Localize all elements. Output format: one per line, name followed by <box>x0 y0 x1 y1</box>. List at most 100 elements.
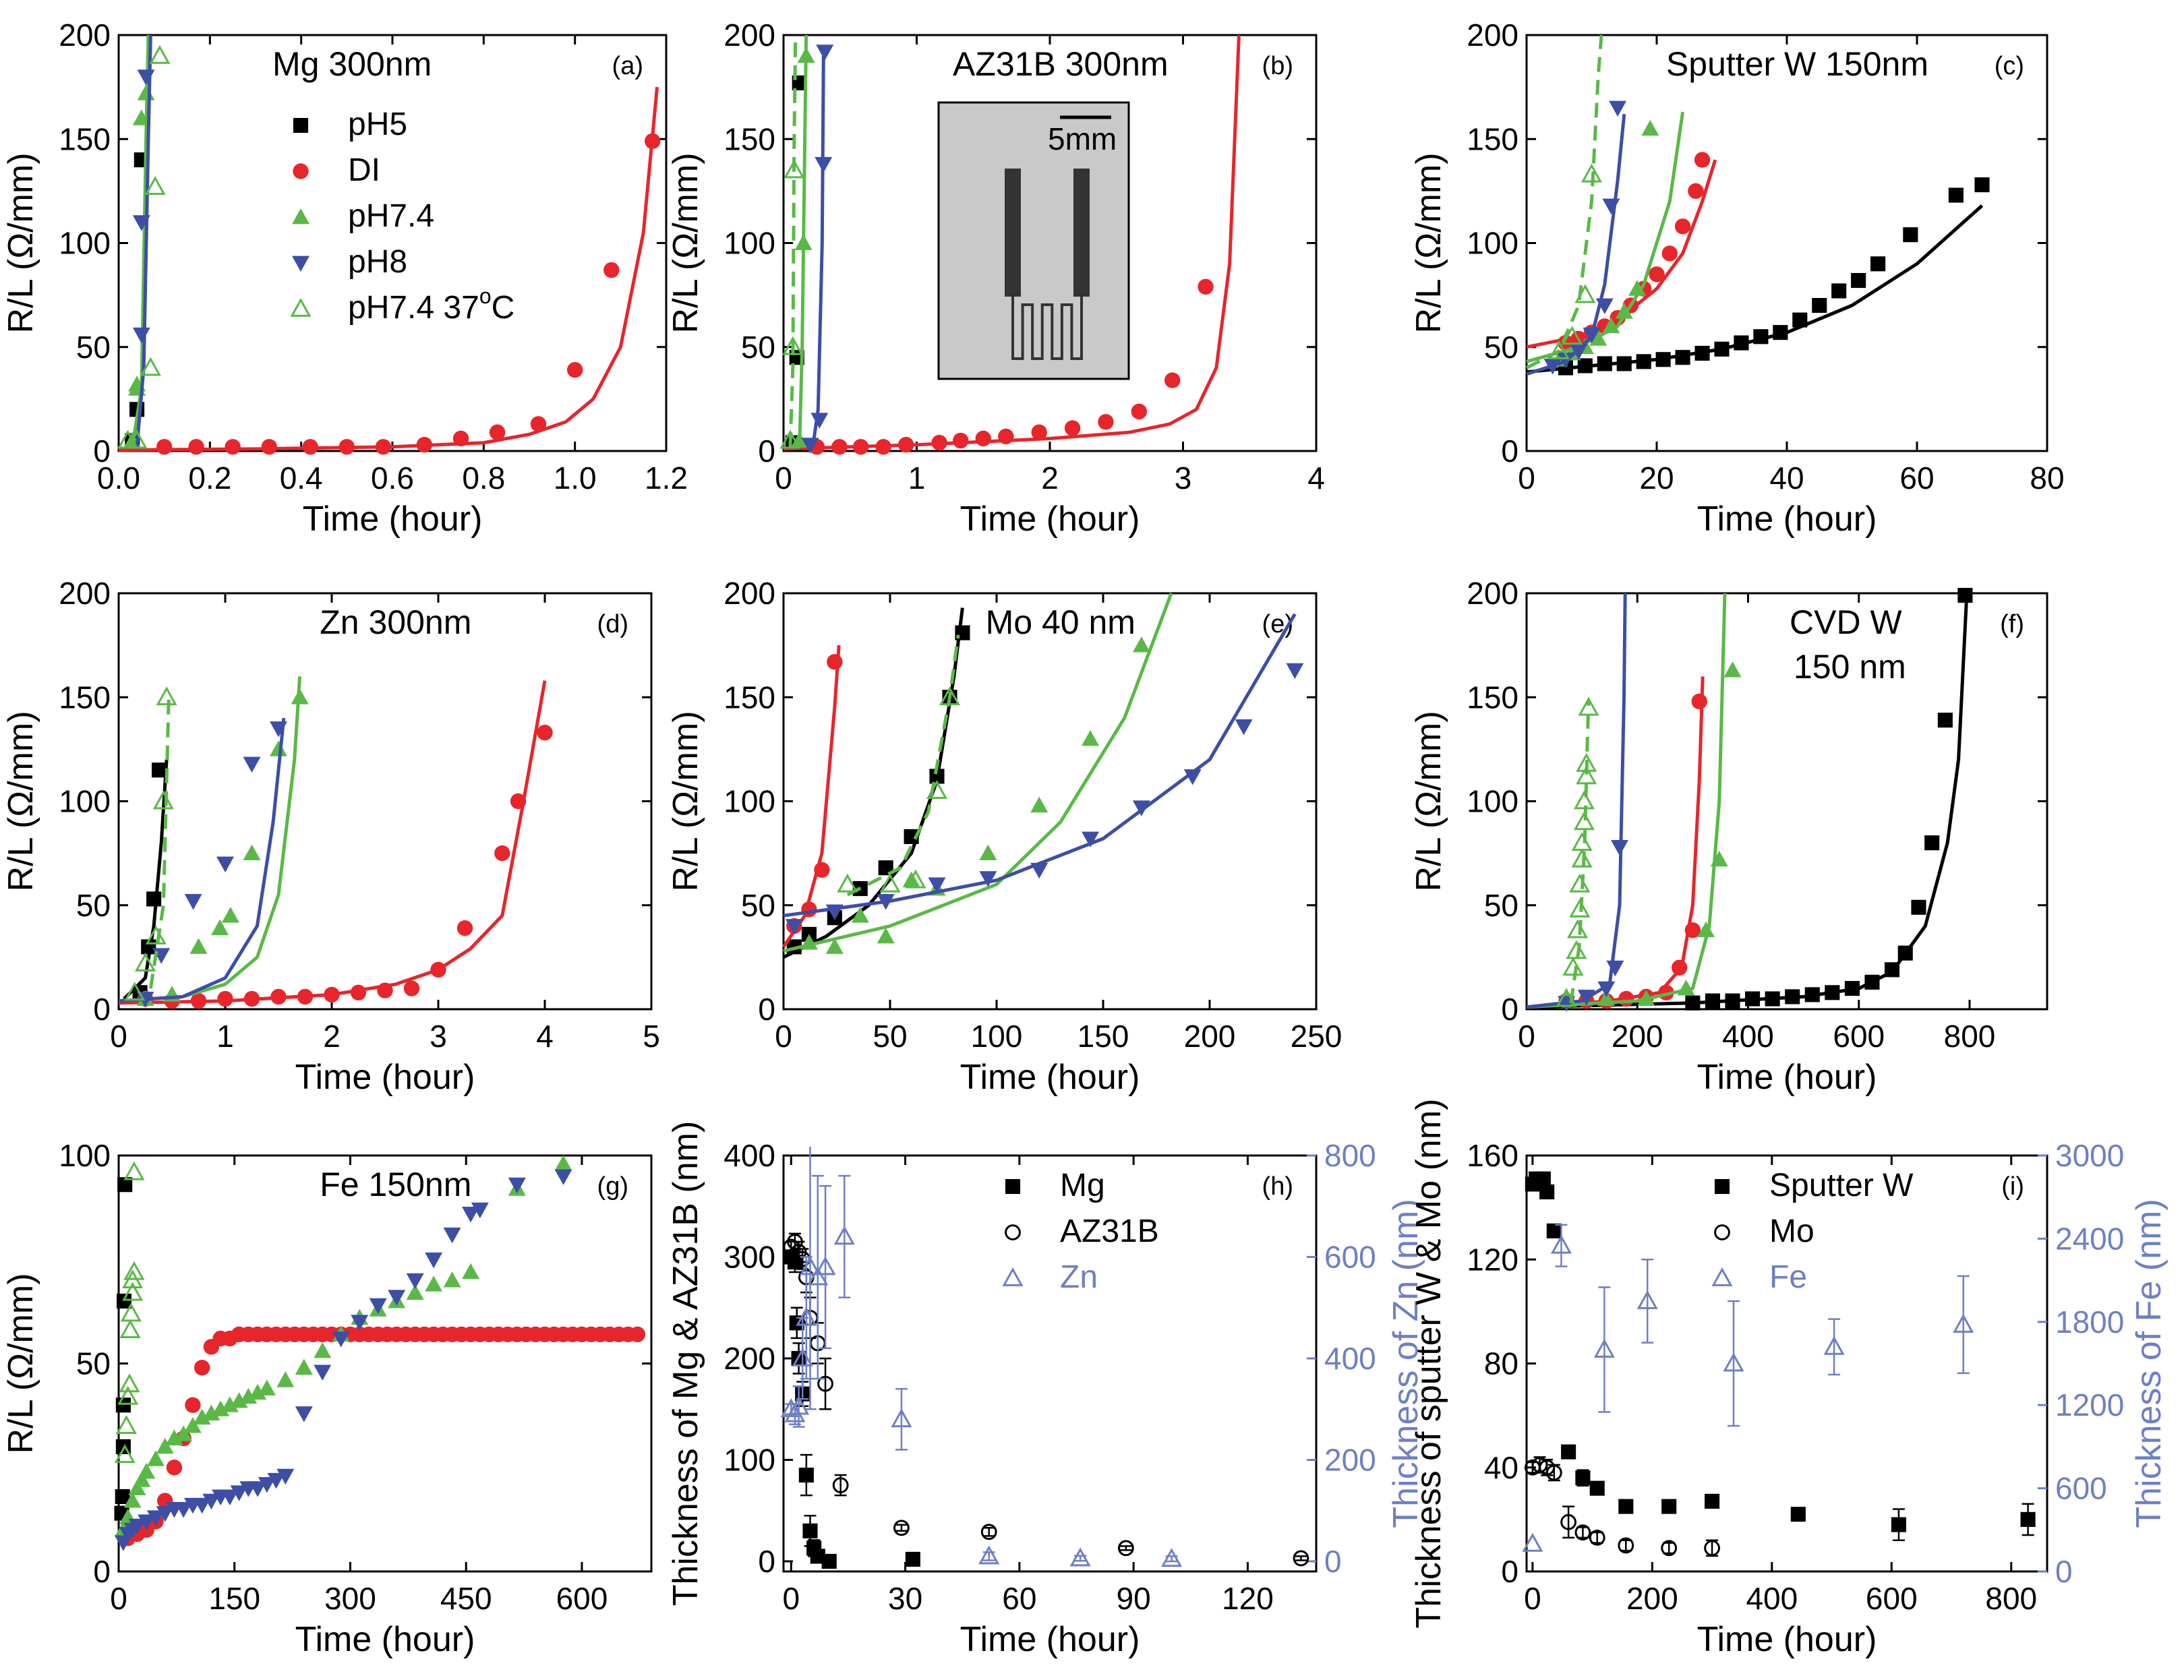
data-point <box>1710 850 1728 867</box>
data-point <box>243 990 260 1007</box>
serpentine-trace <box>1011 297 1083 360</box>
data-point <box>797 47 815 63</box>
data-point <box>801 438 819 454</box>
x-tick-label: 1 <box>908 460 926 496</box>
data-point <box>1082 729 1100 746</box>
series-ph7-4-37c <box>837 634 961 897</box>
x-tick-label: 20 <box>1639 460 1674 496</box>
data-point <box>1723 661 1742 678</box>
data-point <box>980 1524 997 1540</box>
y-tick-label: 50 <box>76 1346 111 1381</box>
data-point <box>115 1398 131 1413</box>
data-point <box>145 925 167 944</box>
data-point <box>1705 993 1720 1009</box>
data-point <box>144 176 166 196</box>
data-point <box>796 1307 817 1326</box>
data-point <box>1823 1336 1845 1355</box>
legend-label-main: pH5 <box>348 107 407 142</box>
data-point <box>833 1226 855 1245</box>
data-point <box>905 1551 920 1567</box>
series-az31b <box>783 1232 1309 1567</box>
y2-tick-label: 600 <box>2055 1471 2107 1506</box>
data-point <box>1593 1338 1615 1358</box>
y-tick-label: 0 <box>93 433 111 469</box>
data-point <box>456 920 473 936</box>
fit-curve <box>148 697 171 989</box>
data-point <box>1688 183 1704 200</box>
x-tick-label: 0 <box>110 1019 127 1054</box>
data-point <box>119 1373 140 1393</box>
data-point <box>1589 330 1607 346</box>
y-tick-label: 200 <box>1467 576 1518 611</box>
data-point <box>1674 218 1691 235</box>
panel-e: 0 50 100 150 200 250 0 50 100 150 200 Time (hour) R/… <box>666 576 1342 1097</box>
data-point <box>1685 995 1701 1011</box>
legend-item: Sputter W <box>1714 1168 1914 1203</box>
data-point <box>132 109 150 125</box>
data-point <box>276 1468 295 1485</box>
data-point <box>821 1553 837 1569</box>
legend-label: pH8 <box>348 244 407 280</box>
data-point <box>276 1371 295 1387</box>
data-point <box>115 1489 130 1504</box>
data-point <box>645 133 661 150</box>
data-point <box>1569 898 1591 918</box>
series-ph7-4 <box>790 34 815 448</box>
data-point <box>537 724 553 741</box>
legend-marker <box>1711 1267 1733 1286</box>
legend-marker <box>293 163 309 179</box>
data-point <box>1286 663 1304 680</box>
scale-bar-label: 5mm <box>1048 121 1117 156</box>
data-point <box>1573 790 1595 810</box>
legend-label: pH5 <box>348 107 407 142</box>
x-axis-title: Time (hour) <box>960 1058 1140 1097</box>
x-tick-label: 1.0 <box>554 460 597 496</box>
y-tick-label: 50 <box>1484 330 1518 365</box>
y-tick-label: 150 <box>1467 121 1518 156</box>
legend-label: Zn <box>1060 1259 1098 1295</box>
data-point <box>792 1347 813 1367</box>
x-tick-label: 0.8 <box>462 460 505 496</box>
legend-item: pH7.4 <box>292 198 434 234</box>
panel-title: Fe 150nm <box>320 1166 471 1203</box>
data-point <box>416 437 433 453</box>
series-ph7-4-37c <box>1556 696 1599 1007</box>
x-tick-label: 80 <box>2030 460 2064 496</box>
y-tick-label: 0 <box>758 433 775 469</box>
y2-tick-label: 0 <box>2055 1554 2073 1589</box>
data-point <box>1602 198 1620 214</box>
data-point <box>1655 352 1671 367</box>
data-point <box>926 779 948 799</box>
data-point <box>185 1397 201 1413</box>
data-point <box>1556 988 1577 1007</box>
data-point <box>151 762 167 778</box>
data-point <box>114 1444 136 1464</box>
data-point <box>123 1492 142 1508</box>
data-point <box>794 234 813 250</box>
data-point <box>261 439 277 455</box>
panel-c: 0 20 40 60 80 0 50 100 150 200 Time (hour) R/L (Ω/m… <box>1409 18 2065 539</box>
data-point <box>1132 800 1150 816</box>
data-point <box>931 434 947 451</box>
data-point <box>1745 991 1761 1007</box>
panel-a: 0.0 0.2 0.4 0.6 0.8 1.0 1.2 0 50 100 150 200 Time (h… <box>1 18 688 539</box>
y-tick-label: 160 <box>1467 1138 1518 1173</box>
data-point <box>1684 922 1701 938</box>
data-point <box>243 756 261 773</box>
data-point <box>1725 993 1740 1009</box>
legend-item: Fe <box>1711 1259 1807 1295</box>
data-point <box>1522 1532 1543 1552</box>
x-tick-label: 800 <box>1985 1581 2037 1616</box>
data-point <box>1098 414 1114 430</box>
data-point <box>1903 227 1918 243</box>
data-point <box>1583 327 1601 344</box>
y-axis-title: R/L (Ω/mm) <box>1409 711 1448 891</box>
data-point <box>1785 989 1800 1004</box>
data-point <box>979 844 997 861</box>
data-point <box>1183 769 1202 785</box>
data-point <box>837 873 858 893</box>
y-axis-title: R/L (Ω/mm) <box>1 1273 40 1453</box>
series-ph7-4-37c <box>117 44 171 449</box>
series-ph8 <box>118 717 287 1008</box>
